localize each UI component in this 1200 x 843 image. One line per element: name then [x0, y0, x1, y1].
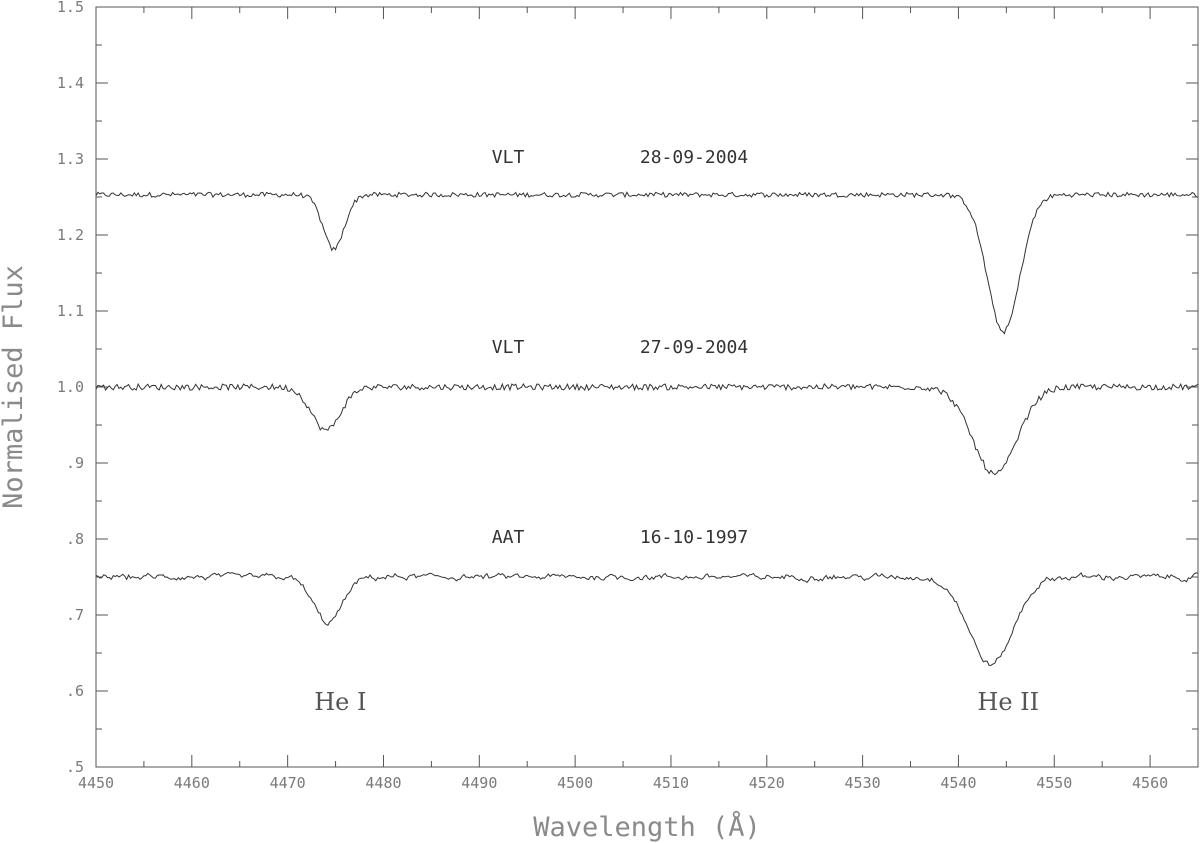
x-tick-label: 4460 — [174, 774, 210, 792]
x-tick-label: 4480 — [365, 774, 401, 792]
x-tick-label: 4500 — [557, 774, 593, 792]
x-axis-title: Wavelength (Å) — [533, 811, 761, 843]
y-tick-label: .7 — [66, 606, 84, 624]
y-tick-label: .6 — [66, 682, 84, 700]
y-axis-title: Normalised Flux — [0, 265, 29, 509]
axis-ticks — [95, 6, 1199, 768]
x-tick-label: 4470 — [270, 774, 306, 792]
series-telescope-label: AAT — [492, 527, 525, 548]
series-telescope-label: VLT — [492, 147, 525, 168]
line-id-label: He II — [977, 688, 1039, 716]
series-date-label: 28-09-2004 — [640, 147, 748, 168]
annotation-layer: He I He II — [314, 688, 1039, 716]
y-tick-label: 1.3 — [57, 150, 84, 168]
spectrum-line-2 — [95, 382, 1199, 476]
y-tick-label: 1.0 — [57, 378, 84, 396]
spectrum-line-3 — [95, 571, 1199, 666]
line-id-label: He I — [314, 688, 366, 716]
x-tick-label: 4490 — [461, 774, 497, 792]
y-tick-label: .8 — [66, 530, 84, 548]
series-date-label: 16-10-1997 — [640, 527, 748, 548]
spectrum-line-1 — [95, 191, 1199, 335]
x-tick-label: 4530 — [845, 774, 881, 792]
series-layer: VLT 28-09-2004 VLT 27-09-2004 AAT 16-10-1997 — [95, 147, 1199, 666]
x-tick-label: 4550 — [1036, 774, 1072, 792]
y-tick-label: 1.2 — [57, 226, 84, 244]
y-tick-label: 1.1 — [57, 302, 84, 320]
x-tick-label: 4510 — [653, 774, 689, 792]
x-tick-label: 4540 — [940, 774, 976, 792]
y-tick-label: 1.5 — [57, 0, 84, 16]
x-tick-label: 4560 — [1132, 774, 1168, 792]
tick-labels: 4450 4460 4470 4480 4490 4500 4510 4520 4530 4540… — [57, 0, 1168, 792]
y-tick-label: .9 — [66, 454, 84, 472]
series-telescope-label: VLT — [492, 337, 525, 358]
y-tick-label: 1.4 — [57, 74, 84, 92]
x-tick-label: 4520 — [749, 774, 785, 792]
x-tick-label: 4450 — [78, 774, 114, 792]
y-tick-label: .5 — [66, 758, 84, 776]
series-date-label: 27-09-2004 — [640, 337, 748, 358]
